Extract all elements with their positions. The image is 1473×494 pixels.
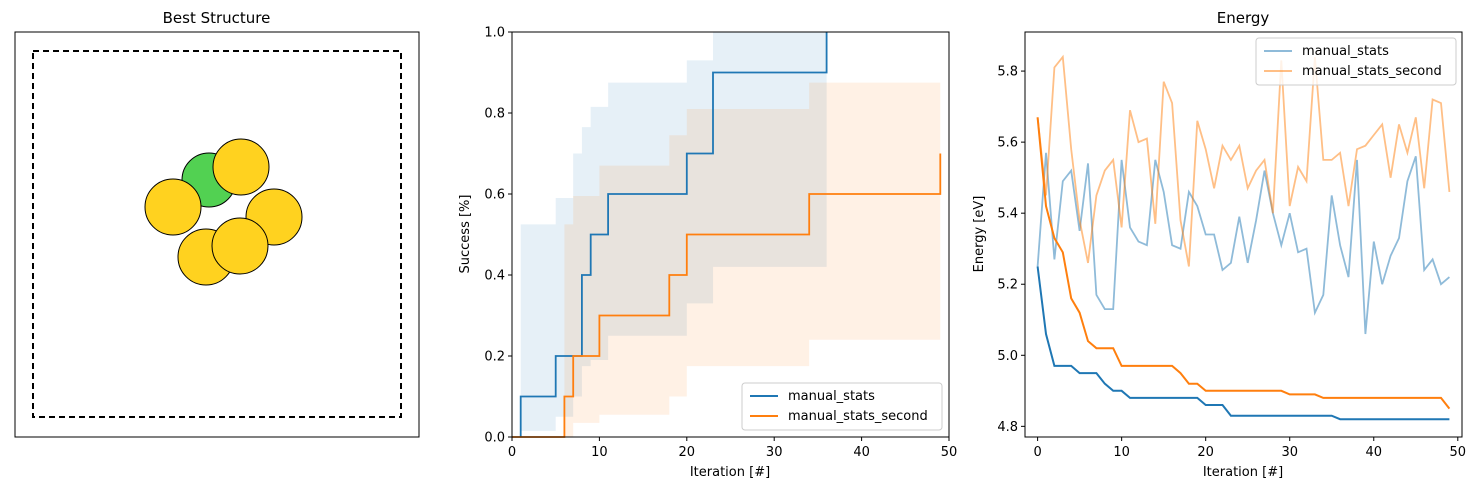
energy-legend: manual_stats manual_stats_second	[1255, 37, 1457, 86]
energy-best-series-2	[1036, 117, 1451, 410]
cell-boundary	[32, 50, 402, 418]
success-panel: 0 10 20 30 40 50 0.0 0.2 0.4 0.6 0.8 1.0 Iteration …	[458, 26, 957, 481]
energy-xtick-label: 40	[1365, 445, 1382, 460]
energy-xtick-label: 0	[1033, 445, 1041, 460]
gold-atom-2	[144, 178, 202, 236]
success-legend-label-1: manual_stats	[788, 389, 875, 404]
success-ticks: 0 10 20 30 40 50 0.0 0.2 0.4 0.6 0.8 1.0	[484, 26, 957, 461]
gold-atom-5	[211, 217, 269, 275]
success-axes-frame	[511, 31, 950, 438]
success-legend-box	[741, 382, 943, 431]
success-ylabel: Success [%]	[458, 195, 473, 274]
success-xtick-label: 30	[766, 445, 783, 460]
structure-panel: Best Structure	[14, 9, 420, 438]
energy-ytick-label: 5.6	[997, 136, 1018, 151]
energy-xtick-label: 20	[1197, 445, 1214, 460]
energy-ylabel: Energy [eV]	[972, 196, 987, 273]
energy-ytick-label: 5.2	[997, 278, 1018, 293]
success-ytick-label: 0.4	[484, 269, 505, 284]
energy-legend-label-1: manual_stats	[1302, 44, 1389, 59]
energy-ytick-label: 4.8	[997, 420, 1018, 435]
energy-ytick-label: 5.4	[997, 207, 1018, 222]
energy-legend-box	[1255, 37, 1457, 86]
energy-legend-label-2: manual_stats_second	[1302, 64, 1442, 79]
success-xlabel: Iteration [#]	[690, 465, 770, 480]
success-series-1	[519, 32, 828, 437]
energy-xtick-label: 30	[1281, 445, 1298, 460]
success-xtick-label: 20	[679, 445, 696, 460]
atoms-group	[144, 138, 303, 286]
success-xtick-label: 0	[508, 445, 516, 460]
success-xtick-label: 40	[853, 445, 870, 460]
energy-ytick-label: 5.8	[997, 65, 1018, 80]
energy-raw-series-2	[1036, 54, 1451, 267]
structure-title: Best Structure	[163, 9, 271, 27]
success-series-2	[512, 153, 942, 438]
success-ytick-label: 0.8	[484, 107, 505, 122]
energy-title: Energy	[1217, 9, 1270, 27]
success-legend: manual_stats manual_stats_second	[741, 382, 943, 431]
energy-xtick-label: 10	[1113, 445, 1130, 460]
success-ytick-label: 0.6	[484, 188, 505, 203]
energy-ticks: 0 10 20 30 40 50 4.8 5.0 5.2 5.4 5.6 5.8	[997, 65, 1466, 460]
success-lines	[512, 32, 942, 438]
success-bands	[520, 32, 941, 437]
success-ytick-label: 1.0	[484, 26, 505, 41]
success-ytick-label: 0.2	[484, 350, 505, 365]
energy-axes-frame	[1024, 31, 1463, 438]
success-ytick-label: 0.0	[484, 431, 505, 446]
energy-best-series-1	[1036, 266, 1450, 421]
energy-lines	[1036, 54, 1451, 421]
energy-ytick-label: 5.0	[997, 349, 1018, 364]
energy-xlabel: Iteration [#]	[1203, 465, 1283, 480]
energy-raw-series-1	[1036, 152, 1450, 335]
energy-panel: Energy 0 10 20 30 40 50 4.8 5.0 5.2 5.4 5.6 5.8 Ite…	[972, 9, 1466, 480]
success-band-1	[520, 32, 827, 431]
success-legend-label-2: manual_stats_second	[788, 409, 928, 424]
gold-atom-1	[212, 138, 270, 196]
success-xtick-label: 10	[591, 445, 608, 460]
energy-xtick-label: 50	[1450, 445, 1467, 460]
success-band-2	[564, 82, 941, 437]
success-xtick-label: 50	[941, 445, 958, 460]
